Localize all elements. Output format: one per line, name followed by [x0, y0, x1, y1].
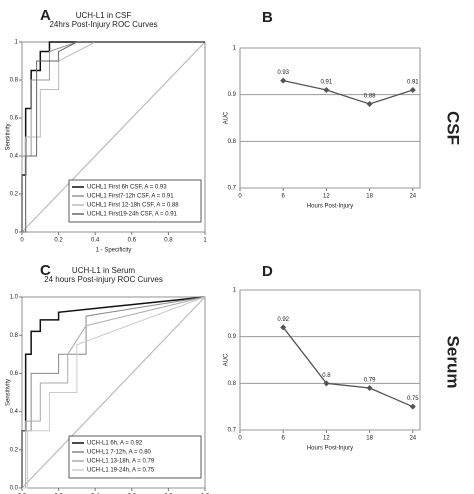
- legend-box: [68, 179, 202, 223]
- y-tick-label: 0.6: [10, 371, 19, 377]
- value-label: 0.91: [407, 80, 419, 86]
- y-tick-label: 0.7: [228, 186, 237, 192]
- value-label: 0.93: [277, 70, 289, 76]
- y-tick-label: 1: [15, 40, 19, 46]
- x-tick-label: 12: [323, 194, 330, 200]
- x-tick-label: 0.8: [164, 238, 173, 244]
- y-tick-label: 1: [233, 46, 237, 52]
- legend-label: UCHL1 First7-12h CSF, A = 0.91: [87, 194, 174, 200]
- value-label: 0.8: [322, 373, 331, 379]
- line: [282, 326, 414, 408]
- y-tick-label: 0.2: [10, 447, 19, 453]
- y-axis-label: AUC: [224, 111, 230, 124]
- x-axis-label: Hours Post-Injury: [307, 204, 353, 210]
- value-label: 0.91: [321, 80, 333, 86]
- legend-label: UCHL1 First 6h CSF, A = 0.93: [87, 185, 167, 191]
- y-tick-label: 0: [15, 230, 19, 236]
- x-tick-label: 24: [409, 194, 416, 200]
- legend-label: UCH-L1 19-24h, A = 0.75: [87, 468, 155, 474]
- x-tick-label: 6: [282, 436, 286, 442]
- point: [280, 324, 287, 331]
- roc-curve: [22, 41, 205, 233]
- value-label: 0.75: [407, 396, 419, 402]
- plot-frame: [21, 296, 206, 489]
- chart-title: UCH-L1 in Serum: [72, 266, 135, 275]
- x-tick-label: 24: [409, 436, 416, 442]
- legend-label: UCH-L1 7-12h, A = 0.80: [87, 450, 152, 456]
- y-tick-label: 0.9: [228, 334, 237, 340]
- panel-letter: A: [40, 7, 51, 24]
- x-tick-label: 6: [282, 194, 286, 200]
- chart-subtitle: 24hrs Post-Injury ROC Curves: [49, 20, 157, 29]
- y-tick-label: 0.4: [10, 409, 19, 415]
- x-tick-label: 18: [366, 194, 373, 200]
- y-tick-label: 0.9: [228, 92, 237, 98]
- value-label: 0.88: [364, 94, 376, 100]
- chart-subtitle: 24 hours Post-injury ROC Curves: [44, 275, 163, 284]
- x-tick-label: 1: [203, 238, 207, 244]
- x-tick-label: 0.4: [91, 238, 100, 244]
- y-axis-label: Sensitivity: [6, 379, 12, 406]
- roc-curve: [21, 41, 205, 232]
- roc-curve: [22, 296, 206, 489]
- plot-frame: [239, 47, 421, 189]
- y-tick-label: 0.8: [228, 139, 237, 145]
- chart-title: UCH-L1 in CSF: [76, 11, 132, 20]
- x-axis-label: Hours Post-Injury: [307, 446, 353, 452]
- legend-label: UCH-L1 13-18h, A = 0.79: [87, 459, 155, 465]
- row-label: CSF: [444, 111, 463, 145]
- line: [283, 80, 414, 105]
- y-tick-label: 0.7: [228, 428, 237, 434]
- row-label: Serum: [444, 336, 463, 389]
- y-tick-label: 0.8: [10, 333, 19, 339]
- y-tick-label: 0.2: [10, 192, 19, 198]
- value-label: 0.92: [277, 317, 289, 323]
- x-tick-label: 12: [323, 436, 330, 442]
- y-tick-label: 0.6: [10, 116, 19, 122]
- point: [366, 385, 373, 391]
- panel-letter: B: [262, 9, 273, 26]
- reference-line: [21, 41, 206, 233]
- legend-label: UCHL1 First 12-18h CSF, A = 0.88: [87, 203, 179, 209]
- x-tick-label: 0: [20, 238, 24, 244]
- y-tick-label: 1: [233, 288, 237, 294]
- y-tick-label: 0.8: [10, 78, 19, 84]
- point: [366, 101, 373, 107]
- roc-curve: [22, 296, 206, 489]
- x-tick-label: 18: [366, 436, 373, 442]
- point: [323, 380, 330, 387]
- y-axis-label: AUC: [224, 353, 230, 366]
- legend-label: UCHL1 First19-24h CSF, A = 0.91: [87, 212, 178, 218]
- legend-box: [68, 435, 202, 479]
- y-tick-label: 0.8: [228, 381, 237, 387]
- value-label: 0.79: [364, 378, 376, 384]
- roc-curve: [21, 296, 206, 488]
- panel-letter: D: [262, 263, 273, 280]
- point: [280, 77, 287, 84]
- x-tick-label: 0: [238, 436, 242, 442]
- y-tick-label: 0.0: [10, 486, 19, 492]
- x-axis-label: 1 - Specificity: [96, 248, 132, 254]
- panel-letter: C: [40, 262, 51, 279]
- roc-curve: [21, 41, 205, 232]
- reference-line: [21, 296, 206, 489]
- y-tick-label: 1.0: [10, 295, 19, 301]
- point: [409, 403, 416, 410]
- x-tick-label: 0: [238, 194, 242, 200]
- point: [409, 87, 416, 93]
- y-axis-label: Sensitivity: [6, 123, 12, 150]
- legend-label: UCH-L1 6h, A = 0.92: [87, 441, 143, 447]
- y-tick-label: 0.4: [10, 154, 19, 160]
- x-tick-label: 0.6: [128, 238, 137, 244]
- x-tick-label: 0.2: [54, 238, 63, 244]
- plot-frame: [239, 289, 421, 431]
- point: [323, 87, 330, 93]
